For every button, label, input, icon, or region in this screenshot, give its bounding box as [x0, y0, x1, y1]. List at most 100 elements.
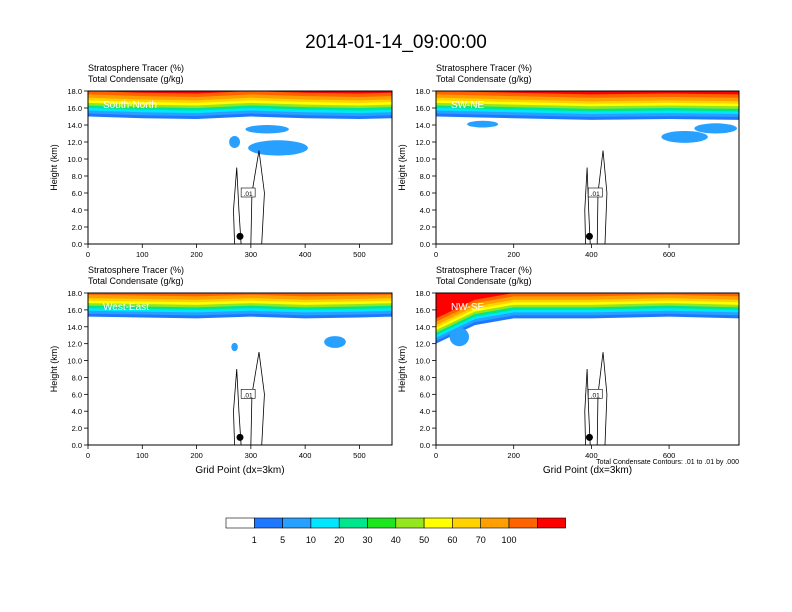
colorbar-label: 20	[334, 535, 344, 545]
x-tick-label: 300	[245, 451, 258, 460]
y-tick-label: 8.0	[72, 373, 82, 382]
y-tick-label: 18.0	[67, 289, 82, 298]
cloud-patch	[248, 140, 308, 156]
y-tick-label: 18.0	[415, 87, 430, 96]
y-tick-label: 0.0	[72, 441, 82, 450]
plot-frame	[435, 292, 740, 446]
panel-sw-ne: Stratosphere Tracer (%)Total Condensate …	[397, 63, 740, 259]
tracer-band	[436, 293, 739, 328]
colorbar-label: 1	[252, 535, 257, 545]
contour-label: .01	[591, 191, 600, 198]
colorbar-cell	[536, 517, 566, 529]
main-title: 2014-01-14_09:00:00	[305, 32, 487, 53]
condensate-contour	[584, 167, 591, 244]
panel-nw-se: Stratosphere Tracer (%)Total Condensate …	[397, 265, 740, 476]
x-tick-label: 400	[299, 250, 312, 259]
x-tick-label: 600	[663, 250, 676, 259]
panel-header-line1: Stratosphere Tracer (%)	[88, 265, 184, 275]
x-tick-label: 400	[585, 451, 598, 460]
colorbar-cell	[282, 517, 312, 529]
cloud-patch	[229, 136, 240, 148]
colorbar-label: 100	[501, 535, 516, 545]
panel-header-line2: Total Condensate (g/kg)	[88, 276, 184, 286]
panel-south-north: Stratosphere Tracer (%)Total Condensate …	[49, 63, 393, 259]
condensate-contour	[233, 368, 242, 445]
x-tick-label: 500	[353, 250, 366, 259]
colorbar-label: 5	[280, 535, 285, 545]
y-tick-label: 10.0	[67, 155, 82, 164]
y-tick-label: 4.0	[420, 407, 430, 416]
y-tick-label: 12.0	[67, 340, 82, 349]
tracer-field	[88, 293, 392, 445]
colorbar-label: 40	[391, 535, 401, 545]
x-tick-label: 200	[190, 250, 203, 259]
contour-label-box	[587, 187, 603, 198]
condensate-contour	[596, 150, 608, 244]
plot-frame	[435, 90, 740, 245]
panel-label: NW-SE	[451, 302, 484, 313]
panel-label: West-East	[103, 302, 149, 313]
y-tick-label: 12.0	[415, 138, 430, 147]
panel-header-line1: Stratosphere Tracer (%)	[436, 265, 532, 275]
y-tick-label: 14.0	[67, 323, 82, 332]
y-tick-label: 18.0	[67, 87, 82, 96]
y-tick-label: 14.0	[67, 121, 82, 130]
colorbar-label: 10	[306, 535, 316, 545]
contour-label-box	[240, 187, 256, 198]
panel-header-line2: Total Condensate (g/kg)	[436, 74, 532, 84]
x-axis-label: Grid Point (dx=3km)	[543, 465, 632, 476]
contour-label: .01	[591, 392, 600, 399]
x-tick-label: 200	[507, 451, 520, 460]
y-axis-label: Height (km)	[397, 144, 407, 191]
tracer-band	[436, 91, 739, 95]
y-axis-label: Height (km)	[49, 346, 59, 393]
panel-label: South-North	[103, 100, 157, 111]
contour-label: .01	[244, 392, 253, 399]
panel-header-line1: Stratosphere Tracer (%)	[436, 63, 532, 73]
plot-frame	[87, 292, 393, 446]
y-tick-label: 14.0	[415, 323, 430, 332]
cloud-patch	[467, 120, 499, 128]
colorbar-cell	[508, 517, 538, 529]
y-tick-label: 12.0	[415, 340, 430, 349]
plot-frame	[87, 90, 393, 245]
cloud-patch	[449, 327, 470, 347]
y-tick-label: 8.0	[420, 373, 430, 382]
y-tick-label: 6.0	[420, 390, 430, 399]
y-tick-label: 2.0	[72, 223, 82, 232]
x-tick-label: 0	[86, 250, 90, 259]
y-tick-label: 2.0	[72, 424, 82, 433]
location-marker	[236, 433, 244, 441]
y-tick-label: 0.0	[72, 240, 82, 249]
colorbar-label: 70	[476, 535, 486, 545]
tracer-field	[88, 91, 392, 244]
x-tick-label: 0	[434, 250, 438, 259]
contour-label-box	[587, 389, 603, 399]
x-axis-label: Grid Point (dx=3km)	[195, 465, 284, 476]
condensate-contour	[584, 368, 591, 445]
x-tick-label: 500	[353, 451, 366, 460]
colorbar-label: 50	[419, 535, 429, 545]
contour-label: .01	[244, 191, 253, 198]
x-tick-label: 100	[136, 451, 149, 460]
y-tick-label: 4.0	[72, 206, 82, 215]
x-tick-label: 0	[86, 451, 90, 460]
x-tick-label: 0	[434, 451, 438, 460]
y-tick-label: 16.0	[67, 306, 82, 315]
colorbar-cell	[254, 517, 283, 529]
y-tick-label: 18.0	[415, 289, 430, 298]
y-tick-label: 10.0	[415, 155, 430, 164]
colorbar-cell	[452, 517, 481, 529]
contour-label-box	[240, 389, 256, 399]
y-tick-label: 6.0	[72, 189, 82, 198]
y-tick-label: 2.0	[420, 223, 430, 232]
panel-header-line2: Total Condensate (g/kg)	[88, 74, 184, 84]
cloud-patch	[231, 342, 238, 352]
tracer-band	[88, 293, 392, 297]
x-tick-label: 100	[136, 250, 149, 259]
y-tick-label: 4.0	[420, 206, 430, 215]
location-marker	[236, 232, 244, 240]
colorbar-cell	[225, 517, 255, 529]
y-tick-label: 8.0	[420, 172, 430, 181]
y-tick-label: 10.0	[415, 357, 430, 366]
